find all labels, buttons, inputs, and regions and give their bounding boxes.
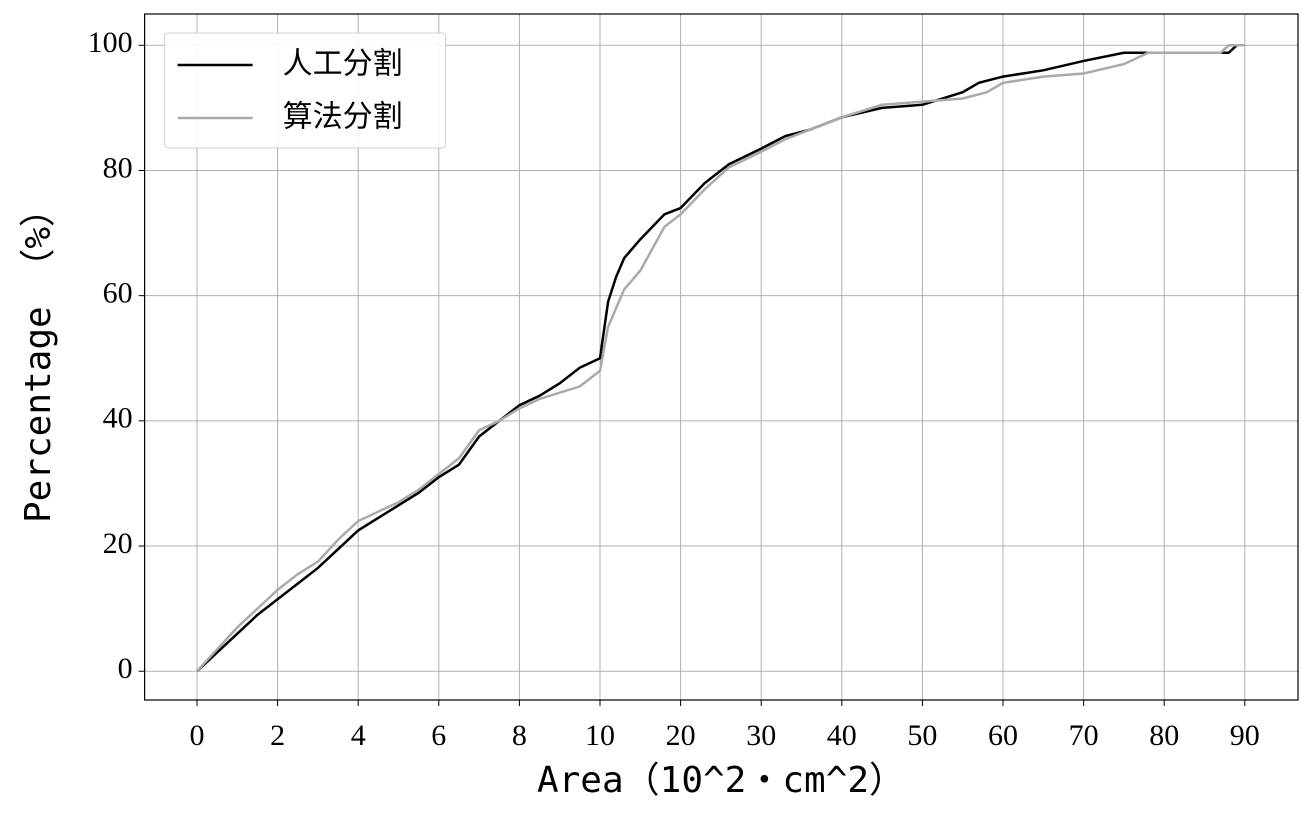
y-tick-label: 100 [88,26,133,59]
y-tick-label: 60 [103,277,133,310]
x-tick-label: 40 [827,719,857,752]
x-tick-label: 80 [1149,719,1179,752]
x-tick-label: 2 [270,719,285,752]
y-tick-label: 20 [103,527,133,560]
x-tick-label: 50 [907,719,937,752]
legend-label: 算法分割 [283,100,403,135]
x-tick-label: 90 [1230,719,1260,752]
x-tick-label: 6 [431,719,446,752]
legend-label: 人工分割 [283,47,403,82]
x-axis-label: Area（10^2・cm^2） [537,760,905,801]
x-tick-label: 8 [512,719,527,752]
x-tick-label: 0 [190,719,205,752]
y-axis-label: Percentage （%） [18,191,59,523]
plot-frame [144,13,1299,701]
data-line [196,44,1245,673]
x-tick-label: 30 [746,719,776,752]
y-tick-label: 0 [118,652,133,685]
x-tick-label: 20 [666,719,696,752]
x-tick-label: 60 [988,719,1018,752]
y-tick-label: 80 [103,151,133,184]
y-tick-label: 40 [103,402,133,435]
x-tick-label: 70 [1069,719,1099,752]
x-tick-label: 10 [585,719,615,752]
x-tick-label: 4 [351,719,366,752]
data-line [196,44,1238,673]
